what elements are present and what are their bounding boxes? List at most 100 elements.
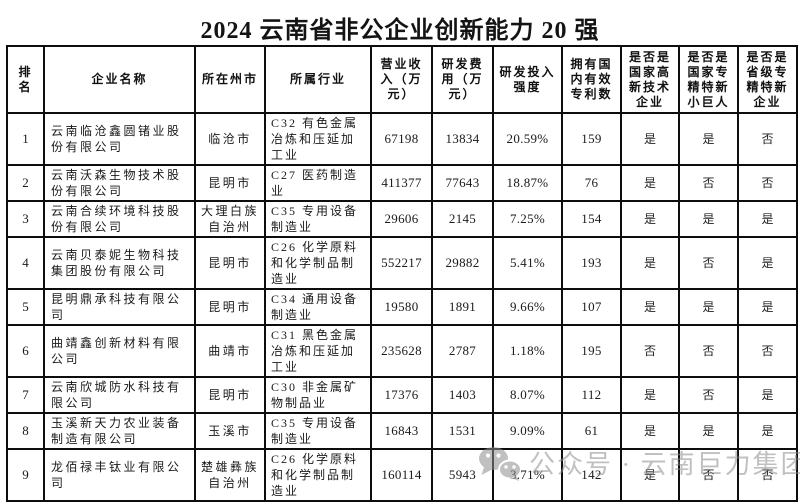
city-cell: 玉溪市: [194, 412, 266, 450]
srdi-little-giant-cell: 否: [678, 236, 739, 290]
patents-cell: 142: [561, 448, 622, 502]
city-cell: 昆明市: [194, 376, 266, 414]
national-hitech-cell: 是: [620, 376, 680, 414]
rank-cell: 9: [6, 448, 45, 502]
provincial-srdi-cell: 是: [737, 376, 798, 414]
table-row: 8 玉溪新天力农业装备制造有限公司 玉溪市 C35 专用设备制造业 16843 …: [6, 412, 798, 450]
industry-cell: C34 通用设备制造业: [264, 288, 372, 326]
rank-cell: 5: [6, 288, 45, 326]
srdi-little-giant-cell: 是: [678, 200, 739, 238]
srdi-little-giant-cell: 否: [678, 448, 739, 502]
table-row: 2 云南沃森生物技术股份有限公司 昆明市 C27 医药制造业 411377 77…: [6, 164, 798, 202]
industry-cell: C26 化学原料和化学制品制造业: [264, 448, 372, 502]
company-name-cell: 玉溪新天力农业装备制造有限公司: [43, 412, 196, 450]
header-city: 所在州市: [194, 45, 266, 114]
table-row: 6 曲靖鑫创新材料有限公司 曲靖市 C31 黑色金属冶炼和压延加工业 23562…: [6, 324, 798, 378]
page-title: 2024 云南省非公企业创新能力 20 强: [200, 18, 600, 44]
patents-cell: 76: [561, 164, 622, 202]
header-rd-intensity: 研发投入强度: [492, 45, 563, 114]
srdi-little-giant-cell: 是: [678, 288, 739, 326]
national-hitech-cell: 是: [620, 112, 680, 166]
rank-cell: 2: [6, 164, 45, 202]
provincial-srdi-cell: 否: [737, 112, 798, 166]
ranking-table: 排名 企业名称 所在州市 所属行业 营业收入（万元） 研发费用（万元） 研发投入…: [6, 45, 798, 502]
srdi-little-giant-cell: 是: [678, 112, 739, 166]
table-row: 5 昆明鼎承科技有限公司 昆明市 C34 通用设备制造业 19580 1891 …: [6, 288, 798, 326]
srdi-little-giant-cell: 否: [678, 324, 739, 378]
revenue-cell: 16843: [370, 412, 433, 450]
national-hitech-cell: 是: [620, 288, 680, 326]
rank-cell: 7: [6, 376, 45, 414]
patents-cell: 154: [561, 200, 622, 238]
table-header: 排名 企业名称 所在州市 所属行业 营业收入（万元） 研发费用（万元） 研发投入…: [6, 45, 798, 114]
patents-cell: 159: [561, 112, 622, 166]
city-cell: 昆明市: [194, 236, 266, 290]
provincial-srdi-cell: 是: [737, 236, 798, 290]
rd-expense-cell: 2787: [431, 324, 494, 378]
revenue-cell: 29606: [370, 200, 433, 238]
revenue-cell: 17376: [370, 376, 433, 414]
rd-expense-cell: 29882: [431, 236, 494, 290]
national-hitech-cell: 是: [620, 448, 680, 502]
company-name-cell: 云南合续环境科技股份有限公司: [43, 200, 196, 238]
rd-expense-cell: 1531: [431, 412, 494, 450]
rd-expense-cell: 77643: [431, 164, 494, 202]
rank-cell: 1: [6, 112, 45, 166]
company-name-cell: 云南欣城防水科技有限公司: [43, 376, 196, 414]
rd-intensity-cell: 9.66%: [492, 288, 563, 326]
rank-cell: 3: [6, 200, 45, 238]
rd-expense-cell: 1891: [431, 288, 494, 326]
company-name-cell: 云南临沧鑫圆锗业股份有限公司: [43, 112, 196, 166]
company-name-cell: 昆明鼎承科技有限公司: [43, 288, 196, 326]
table-row: 3 云南合续环境科技股份有限公司 大理白族自治州 C35 专用设备制造业 296…: [6, 200, 798, 238]
header-rank: 排名: [6, 45, 45, 114]
header-national-hitech: 是否是国家高新技术企业: [620, 45, 680, 114]
provincial-srdi-cell: 是: [737, 288, 798, 326]
header-srdi-little-giant: 是否是国家专精特新小巨人: [678, 45, 739, 114]
national-hitech-cell: 是: [620, 200, 680, 238]
rd-intensity-cell: 1.18%: [492, 324, 563, 378]
table-row: 1 云南临沧鑫圆锗业股份有限公司 临沧市 C32 有色金属冶炼和压延加工业 67…: [6, 112, 798, 166]
city-cell: 临沧市: [194, 112, 266, 166]
patents-cell: 112: [561, 376, 622, 414]
company-name-cell: 龙佰禄丰钛业有限公司: [43, 448, 196, 502]
provincial-srdi-cell: 否: [737, 164, 798, 202]
header-revenue: 营业收入（万元）: [370, 45, 433, 114]
provincial-srdi-cell: 是: [737, 200, 798, 238]
srdi-little-giant-cell: 否: [678, 376, 739, 414]
company-name-cell: 曲靖鑫创新材料有限公司: [43, 324, 196, 378]
national-hitech-cell: 否: [620, 324, 680, 378]
company-name-cell: 云南贝泰妮生物科技集团股份有限公司: [43, 236, 196, 290]
industry-cell: C27 医药制造业: [264, 164, 372, 202]
srdi-little-giant-cell: 否: [678, 164, 739, 202]
national-hitech-cell: 是: [620, 236, 680, 290]
rd-expense-cell: 13834: [431, 112, 494, 166]
rd-intensity-cell: 18.87%: [492, 164, 563, 202]
city-cell: 昆明市: [194, 164, 266, 202]
rd-expense-cell: 1403: [431, 376, 494, 414]
provincial-srdi-cell: 否: [737, 324, 798, 378]
rd-intensity-cell: 20.59%: [492, 112, 563, 166]
rank-cell: 4: [6, 236, 45, 290]
company-name-cell: 云南沃森生物技术股份有限公司: [43, 164, 196, 202]
rank-cell: 6: [6, 324, 45, 378]
rank-cell: 8: [6, 412, 45, 450]
provincial-srdi-cell: 否: [737, 448, 798, 502]
provincial-srdi-cell: 是: [737, 412, 798, 450]
industry-cell: C30 非金属矿物制品业: [264, 376, 372, 414]
srdi-little-giant-cell: 是: [678, 412, 739, 450]
industry-cell: C35 专用设备制造业: [264, 200, 372, 238]
industry-cell: C32 有色金属冶炼和压延加工业: [264, 112, 372, 166]
header-rd-expense: 研发费用（万元）: [431, 45, 494, 114]
national-hitech-cell: 是: [620, 164, 680, 202]
national-hitech-cell: 是: [620, 412, 680, 450]
patents-cell: 107: [561, 288, 622, 326]
rd-expense-cell: 5943: [431, 448, 494, 502]
patents-cell: 195: [561, 324, 622, 378]
city-cell: 曲靖市: [194, 324, 266, 378]
city-cell: 大理白族自治州: [194, 200, 266, 238]
table-body: 1 云南临沧鑫圆锗业股份有限公司 临沧市 C32 有色金属冶炼和压延加工业 67…: [6, 112, 798, 502]
city-cell: 昆明市: [194, 288, 266, 326]
revenue-cell: 411377: [370, 164, 433, 202]
